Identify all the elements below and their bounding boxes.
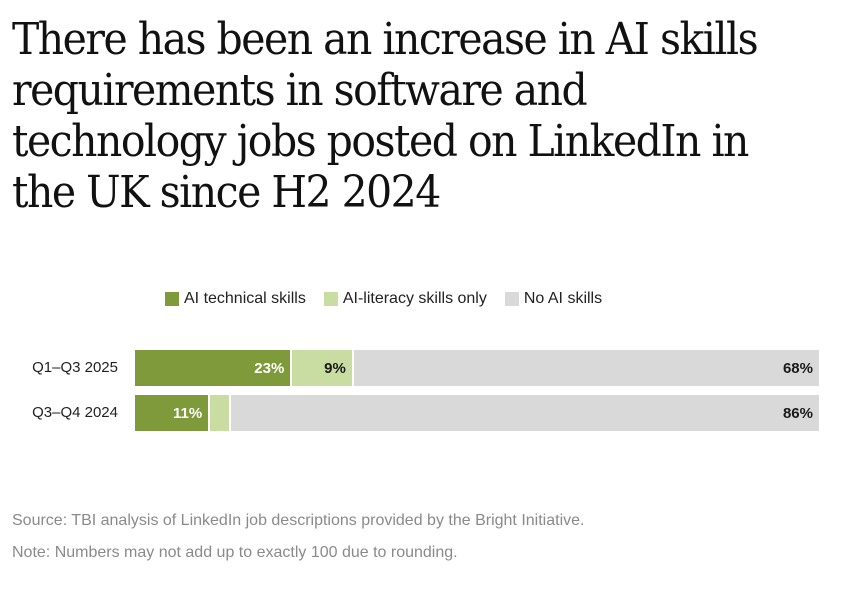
data-label: 68% — [782, 359, 813, 377]
legend-label: No AI skills — [523, 290, 603, 307]
bar-segment — [210, 395, 231, 431]
category-label: Q3–Q4 2024 — [32, 404, 118, 421]
data-label: 86% — [782, 404, 813, 422]
bar-segment: 23% — [135, 350, 293, 386]
legend-item-no-ai: No AI skills — [504, 290, 603, 308]
stacked-bar: 11% 86% — [135, 395, 819, 431]
bar-segment: 9% — [292, 350, 354, 386]
data-label: 9% — [324, 359, 346, 377]
legend-label: AI technical skills — [184, 290, 306, 307]
stacked-bar: 23% 9% 68% — [135, 350, 819, 386]
rounding-note: Note: Numbers may not add up to exactly … — [12, 544, 458, 561]
bar-segment: 86% — [230, 395, 819, 431]
legend-swatch — [323, 292, 338, 306]
source-note: Source: TBI analysis of LinkedIn job des… — [12, 512, 585, 529]
legend-swatch — [165, 292, 179, 306]
legend-swatch — [504, 292, 519, 306]
chart-title: There has been an increase in AI skills … — [12, 14, 759, 218]
bar-segment: 11% — [135, 395, 211, 431]
bar-segment: 68% — [353, 350, 819, 386]
data-label: 11% — [173, 404, 203, 422]
legend-label: AI-literacy skills only — [342, 290, 487, 307]
chart-legend: AI technical skills AI-literacy skills o… — [165, 290, 620, 308]
legend-item-ai-technical: AI technical skills — [165, 290, 306, 308]
data-label: 23% — [254, 359, 285, 377]
category-label: Q1–Q3 2025 — [32, 359, 118, 376]
legend-item-ai-literacy: AI-literacy skills only — [323, 290, 487, 308]
